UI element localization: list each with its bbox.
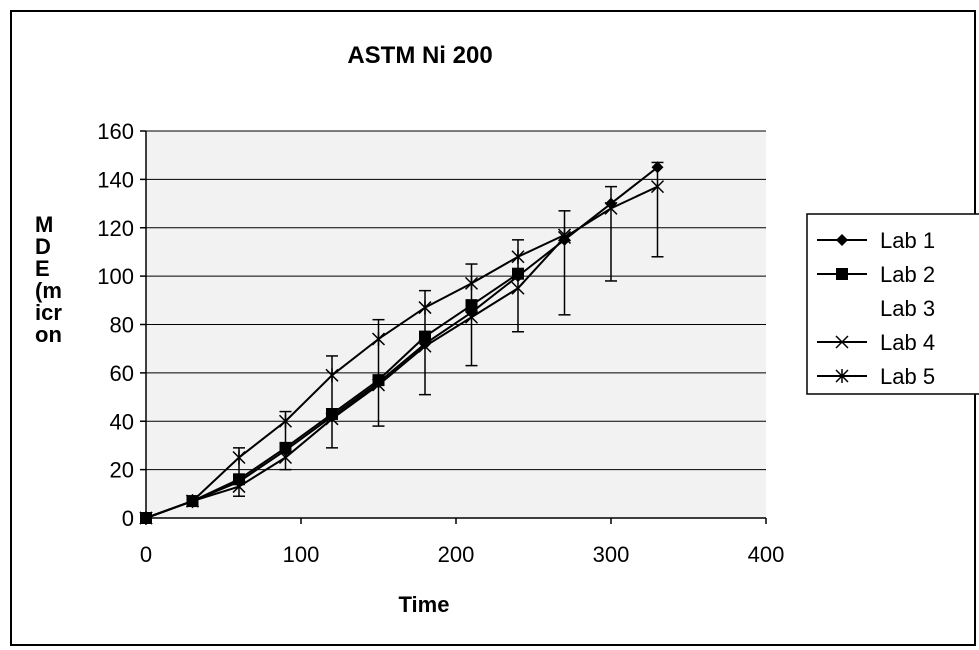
y-tick-label: 0 [122,506,134,531]
y-tick-label: 120 [97,216,134,241]
point-x [604,201,618,215]
point-square [465,299,478,312]
point-star [139,511,153,525]
series-line [145,234,565,519]
y-axis-label-line: on [35,322,62,347]
y-axis-label-line: D [35,234,51,259]
point-x [835,335,849,349]
x-tick-label: 400 [748,542,785,567]
legend-label: Lab 2 [880,262,935,287]
point-square [512,267,524,280]
y-axis-label-line: icr [35,300,62,325]
point-square [836,268,848,280]
legend-item: Lab 1 [817,228,935,253]
point-star [557,228,572,243]
series-line [145,185,658,519]
legend: Lab 1 Lab 2 Lab 3 Lab 4 Lab 5 [806,213,979,395]
series-line [145,166,659,519]
legend-item: Lab 3 [880,296,935,321]
point-diamond [836,234,848,246]
legend-label: Lab 5 [880,364,935,389]
point-x [325,412,339,426]
point-star [278,414,293,429]
point-x [371,378,386,392]
point-square [233,473,245,486]
legend-item: Lab 2 [817,262,935,287]
point-square [279,441,292,454]
y-axis-label-line: E [35,256,50,281]
y-tick-label: 60 [110,361,134,386]
point-x [464,310,479,324]
legend-label: Lab 3 [880,296,935,321]
point-star [371,332,386,347]
point-star [325,368,339,383]
chart-title: ASTM Ni 200 [347,42,492,69]
y-tick-label: 160 [97,119,134,144]
point-x [232,480,246,494]
point-x [418,339,432,353]
point-star [511,249,525,264]
point-star [185,494,200,509]
x-axis-label: Time [399,592,450,617]
point-x [650,180,665,194]
legend-item: Lab 5 [817,364,935,389]
y-tick-label: 100 [97,264,134,289]
legend-label: Lab 4 [880,330,935,355]
y-axis-label-line: M [35,212,53,237]
point-star [835,369,849,383]
x-tick-label: 300 [593,542,630,567]
point-square [419,330,431,343]
y-tick-label: 140 [97,167,134,192]
point-x [278,451,293,465]
legend-label: Lab 1 [880,228,935,253]
point-star [418,300,432,315]
point-x [511,281,525,295]
x-tick-label: 100 [283,542,320,567]
x-tick-label: 0 [140,542,152,567]
y-axis-label-line: (m [35,278,62,303]
y-tick-label: 20 [110,458,134,483]
plot-area: 0 20 40 60 80 100 120 140 160 0 100 200 300 400 [97,119,784,567]
y-tick-label: 40 [110,409,134,434]
legend-box [806,213,979,395]
point-star [464,276,479,291]
legend-item: Lab 4 [817,330,935,355]
x-tick-label: 200 [438,542,475,567]
y-tick-label: 80 [110,313,134,338]
series-lab-5 [139,228,572,525]
point-star [232,450,246,465]
point-diamond [651,161,664,174]
